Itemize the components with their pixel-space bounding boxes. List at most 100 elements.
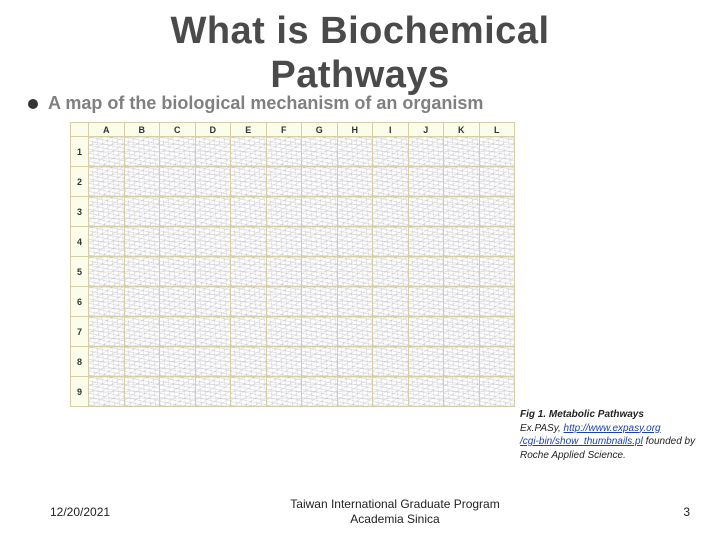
pathway-texture <box>409 347 444 376</box>
pathway-texture <box>409 287 444 316</box>
pathway-texture <box>480 227 515 256</box>
grid-col-header: G <box>302 123 338 137</box>
grid-cell <box>266 257 302 287</box>
grid-cell <box>89 377 125 407</box>
grid-cell <box>89 227 125 257</box>
grid-cell <box>479 317 515 347</box>
grid-cell <box>89 197 125 227</box>
pathway-texture <box>444 227 479 256</box>
pathway-texture <box>373 347 408 376</box>
grid-cell <box>160 257 196 287</box>
grid-cell <box>408 317 444 347</box>
pathway-texture <box>302 257 337 286</box>
grid-cell <box>479 347 515 377</box>
pathway-texture <box>196 317 231 346</box>
grid-cell <box>479 167 515 197</box>
grid-cell <box>160 137 196 167</box>
pathway-texture <box>196 377 231 406</box>
pathway-texture <box>444 377 479 406</box>
grid-cell <box>479 137 515 167</box>
grid-col-header: B <box>124 123 160 137</box>
pathway-texture <box>338 317 373 346</box>
grid-col-header: F <box>266 123 302 137</box>
pathway-texture <box>480 257 515 286</box>
pathway-texture <box>196 347 231 376</box>
pathway-texture <box>267 377 302 406</box>
grid-cell <box>444 227 480 257</box>
pathway-texture <box>302 227 337 256</box>
pathway-texture <box>338 377 373 406</box>
grid-cell <box>337 317 373 347</box>
pathway-texture <box>302 137 337 166</box>
grid-cell <box>89 167 125 197</box>
footer-date: 12/20/2021 <box>50 505 140 519</box>
grid-cell <box>373 257 409 287</box>
caption-link-1[interactable]: http://www.expasy.org <box>564 423 661 434</box>
grid-cell <box>444 197 480 227</box>
pathway-texture <box>267 197 302 226</box>
grid-cell <box>444 317 480 347</box>
grid-cell <box>408 377 444 407</box>
grid-cell <box>373 347 409 377</box>
pathway-texture <box>373 377 408 406</box>
footer-center: Taiwan International Graduate Program Ac… <box>140 497 650 528</box>
grid-col-header: A <box>89 123 125 137</box>
grid-col-header: D <box>195 123 231 137</box>
pathway-texture <box>160 287 195 316</box>
pathway-texture <box>373 137 408 166</box>
grid-cell <box>479 377 515 407</box>
grid-cell <box>124 167 160 197</box>
grid-cell <box>266 137 302 167</box>
grid-cell <box>479 287 515 317</box>
grid-row-header: 3 <box>71 197 89 227</box>
pathway-texture <box>196 197 231 226</box>
caption-fig-label: Fig 1. Metabolic Pathways <box>520 409 644 420</box>
slide-footer: 12/20/2021 Taiwan International Graduate… <box>0 497 720 528</box>
subtitle-text: A map of the biological mechanism of an … <box>48 93 483 114</box>
grid-row-header: 4 <box>71 227 89 257</box>
grid-cell <box>160 287 196 317</box>
pathways-grid: ABCDEFGHIJKL 123456789 <box>70 122 515 407</box>
grid-cell <box>124 287 160 317</box>
pathway-texture <box>373 197 408 226</box>
grid-row-header: 1 <box>71 137 89 167</box>
grid-col-header: H <box>337 123 373 137</box>
grid-cell <box>479 257 515 287</box>
grid-cell <box>89 287 125 317</box>
pathway-texture <box>160 197 195 226</box>
pathway-texture <box>89 257 124 286</box>
grid-cell <box>266 347 302 377</box>
grid-cell <box>337 167 373 197</box>
grid-cell <box>408 227 444 257</box>
pathway-texture <box>89 377 124 406</box>
pathway-texture <box>231 347 266 376</box>
pathway-texture <box>444 137 479 166</box>
grid-cell <box>337 137 373 167</box>
pathway-texture <box>125 347 160 376</box>
caption-link-2[interactable]: /cgi-bin/show_thumbnails.pl <box>520 436 643 447</box>
grid-cell <box>444 137 480 167</box>
footer-page-number: 3 <box>650 505 690 519</box>
grid-cell <box>444 377 480 407</box>
grid-cell <box>195 317 231 347</box>
title-line-1: What is Biochemical <box>170 10 549 52</box>
pathway-texture <box>231 317 266 346</box>
pathway-texture <box>196 257 231 286</box>
pathway-texture <box>338 167 373 196</box>
grid-cell <box>373 377 409 407</box>
grid-col-header: L <box>479 123 515 137</box>
grid-cell <box>266 287 302 317</box>
grid-cell <box>231 287 267 317</box>
grid-cell <box>266 227 302 257</box>
grid-cell <box>266 377 302 407</box>
pathway-texture <box>125 317 160 346</box>
pathway-texture <box>196 137 231 166</box>
pathway-texture <box>267 257 302 286</box>
pathway-texture <box>480 317 515 346</box>
grid-row-header: 2 <box>71 167 89 197</box>
grid-cell <box>302 287 338 317</box>
pathway-texture <box>125 137 160 166</box>
grid-cell <box>124 347 160 377</box>
pathway-texture <box>267 317 302 346</box>
pathway-texture <box>373 257 408 286</box>
